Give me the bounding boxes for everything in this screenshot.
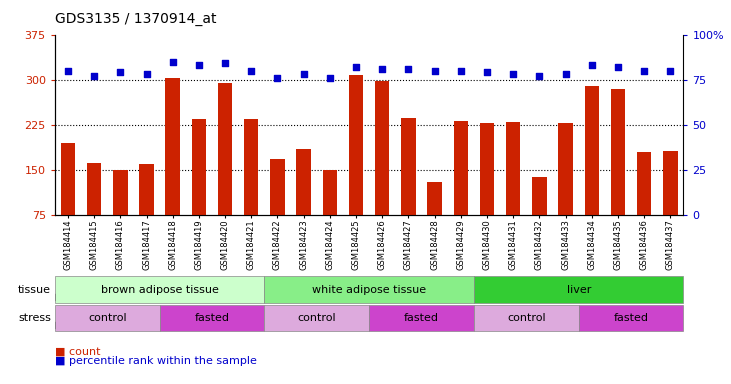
Text: GDS3135 / 1370914_at: GDS3135 / 1370914_at — [55, 12, 216, 25]
Point — [88, 73, 100, 79]
Bar — [506, 122, 520, 215]
Point — [324, 75, 336, 81]
Point — [560, 71, 572, 77]
Point — [193, 62, 205, 68]
Bar — [218, 83, 232, 215]
Text: ▶: ▶ — [52, 291, 63, 301]
Point — [455, 68, 466, 74]
Point — [167, 59, 178, 65]
Text: white adipose tissue: white adipose tissue — [312, 285, 426, 295]
Bar — [558, 123, 573, 215]
Bar — [532, 177, 547, 215]
Text: fasted: fasted — [404, 313, 439, 323]
Text: fasted: fasted — [194, 313, 230, 323]
Point — [507, 71, 519, 77]
Text: liver: liver — [567, 285, 591, 295]
Bar — [663, 151, 678, 215]
Bar — [401, 118, 416, 215]
Text: ▶: ▶ — [52, 319, 63, 329]
Point — [638, 68, 650, 74]
Bar — [375, 81, 390, 215]
Point — [403, 66, 414, 72]
Bar — [165, 78, 180, 215]
Bar — [192, 119, 206, 215]
Bar — [297, 149, 311, 215]
Point — [481, 70, 493, 76]
Point — [376, 66, 388, 72]
Bar — [61, 143, 75, 215]
Bar — [113, 170, 127, 215]
Bar — [611, 89, 625, 215]
Point — [298, 71, 309, 77]
Point — [350, 64, 362, 70]
Bar — [87, 163, 102, 215]
Bar — [140, 164, 154, 215]
Bar — [585, 86, 599, 215]
Point — [62, 68, 74, 74]
Bar — [480, 123, 494, 215]
Text: fasted: fasted — [613, 313, 648, 323]
Bar — [349, 76, 363, 215]
Point — [272, 75, 284, 81]
Text: control: control — [88, 313, 126, 323]
Point — [429, 68, 441, 74]
Bar — [454, 121, 468, 215]
Point — [534, 73, 545, 79]
Point — [115, 70, 126, 76]
Text: brown adipose tissue: brown adipose tissue — [101, 285, 219, 295]
Bar — [322, 170, 337, 215]
Bar — [428, 182, 442, 215]
Point — [140, 71, 152, 77]
Text: control: control — [507, 313, 545, 323]
Bar — [270, 159, 284, 215]
Point — [664, 68, 676, 74]
Point — [612, 64, 624, 70]
Text: stress: stress — [18, 313, 51, 323]
Point — [219, 60, 231, 66]
Text: ■ percentile rank within the sample: ■ percentile rank within the sample — [55, 356, 257, 366]
Point — [586, 62, 598, 68]
Bar — [637, 152, 651, 215]
Bar — [244, 119, 259, 215]
Text: tissue: tissue — [18, 285, 51, 295]
Text: ■ count: ■ count — [55, 347, 100, 357]
Text: control: control — [298, 313, 336, 323]
Point — [246, 68, 257, 74]
